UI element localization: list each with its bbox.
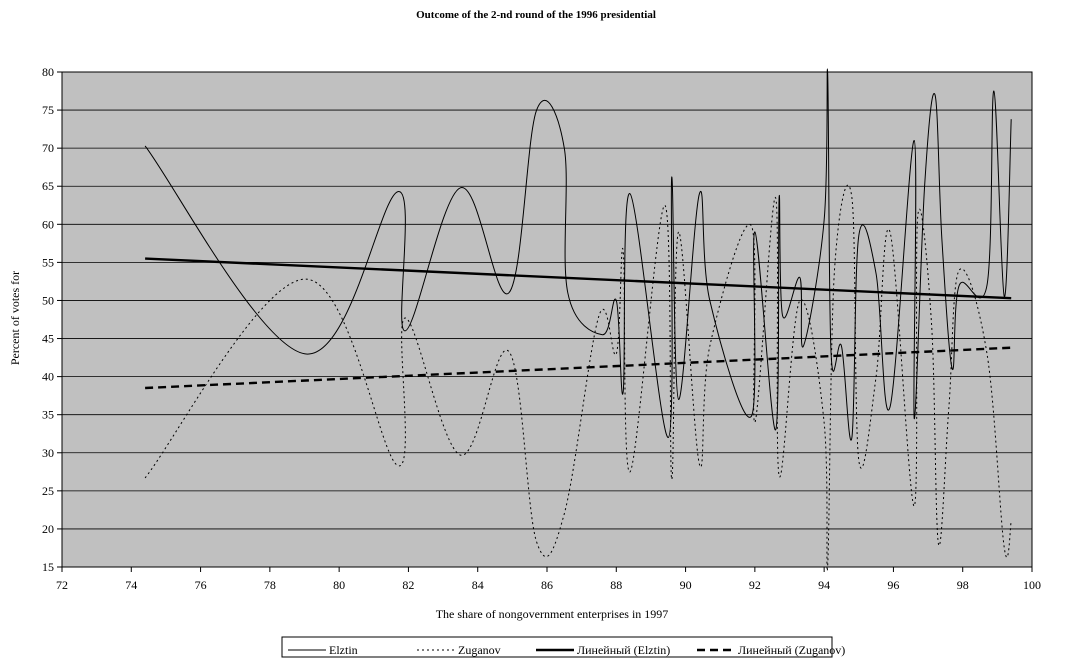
x-tick-label: 78 [264, 578, 276, 592]
y-axis-ticks: 15 20 25 30 35 40 45 50 55 60 65 70 75 80 [42, 65, 62, 574]
plot-background [62, 72, 1032, 567]
x-tick-label: 96 [887, 578, 899, 592]
legend-label-linear-zuganov: Линейный (Zuganov) [738, 643, 845, 657]
x-tick-label: 72 [56, 578, 68, 592]
legend-label-elztin: Elztin [329, 643, 358, 657]
y-axis-label: Percent of votes for [8, 271, 22, 365]
x-tick-label: 76 [195, 578, 207, 592]
plot-area [61, 68, 1033, 572]
y-tick-label: 75 [42, 103, 54, 117]
series-line-linear-zuganov [145, 346, 1012, 390]
y-tick-label: 20 [42, 522, 54, 536]
y-tick-label: 65 [42, 179, 54, 193]
x-tick-label: 86 [541, 578, 553, 592]
x-tick-label: 82 [402, 578, 414, 592]
x-axis-ticks: 72 74 76 78 80 82 84 86 88 90 92 94 96 98 100 [56, 567, 1041, 592]
legend: Elztin Zuganov Линейный (Elztin) Линейный (… [281, 636, 845, 658]
legend-box [281, 636, 833, 658]
y-tick-label: 50 [42, 293, 54, 307]
x-tick-label: 88 [610, 578, 622, 592]
legend-label-linear-elztin: Линейный (Elztin) [577, 643, 670, 657]
series-line-elztin [144, 68, 1012, 441]
y-tick-label: 70 [42, 141, 54, 155]
y-tick-label: 55 [42, 255, 54, 269]
x-tick-label: 92 [749, 578, 761, 592]
y-tick-label: 30 [42, 446, 54, 460]
x-tick-label: 94 [818, 578, 830, 592]
y-tick-label: 80 [42, 65, 54, 79]
series-line-zuganov [144, 184, 1012, 572]
series-line-linear-elztin [145, 257, 1012, 300]
x-tick-label: 84 [472, 578, 484, 592]
x-tick-label: 74 [125, 578, 137, 592]
chart-title: Outcome of the 2-nd round of the 1996 pr… [416, 9, 656, 21]
y-tick-label: 60 [42, 217, 54, 231]
legend-label-zuganov: Zuganov [458, 643, 501, 657]
x-tick-label: 80 [333, 578, 345, 592]
y-tick-label: 15 [42, 560, 54, 574]
y-tick-label: 45 [42, 332, 54, 346]
x-tick-label: 98 [957, 578, 969, 592]
y-tick-label: 25 [42, 484, 54, 498]
x-tick-label: 100 [1023, 578, 1041, 592]
y-tick-label: 35 [42, 408, 54, 422]
x-tick-label: 90 [680, 578, 692, 592]
y-tick-label: 40 [42, 370, 54, 384]
x-axis-label: The share of nongovernment enterprises i… [436, 607, 669, 621]
